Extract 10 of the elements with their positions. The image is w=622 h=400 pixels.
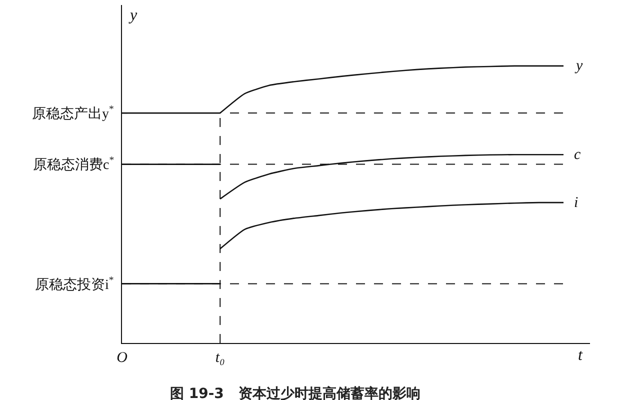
ref-line-label: 原稳态产出y$^{*}$ [32,104,114,122]
y-axis-title: y [128,7,138,24]
ref-line-label: 原稳态消费c$^{*}$ [33,155,114,173]
x-tick-label: O [116,350,128,366]
ref-line-label: 原稳态投资i$^{*}$ [35,275,114,293]
x-axis-title: t [578,347,583,364]
series-label: c [574,147,581,163]
series-label: i [574,195,578,211]
series-label: y [574,58,583,74]
x-tick-label: t₀ [215,350,225,366]
